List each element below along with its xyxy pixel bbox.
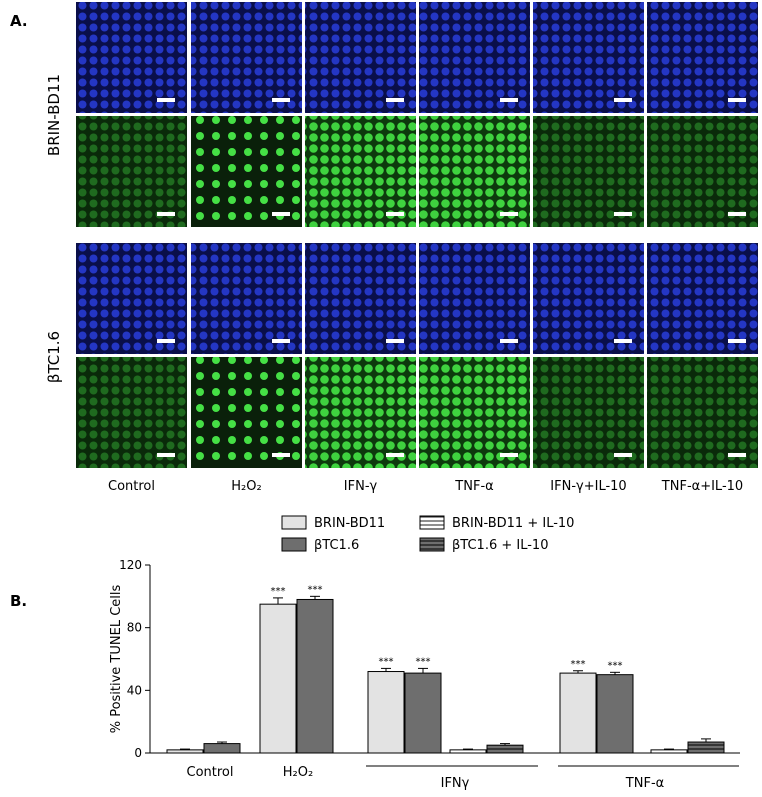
scale-bar	[157, 212, 175, 216]
bar	[296, 598, 334, 754]
bar	[367, 671, 405, 754]
scale-bar	[386, 98, 404, 102]
row-label: βTC1.6	[45, 331, 63, 383]
legend-label: BRIN-BD11 + IL-10	[452, 516, 574, 531]
significance: ***	[571, 659, 586, 670]
micrograph	[419, 2, 530, 113]
column-label: Control	[108, 479, 155, 494]
scale-bar	[157, 453, 175, 457]
micrographs: BRIN-BD11 βTC1.6 Control H₂O₂ IFN-γ TNF-α IFN-…	[45, 2, 758, 494]
micrograph	[191, 2, 302, 113]
y-tick-label: 40	[127, 683, 142, 697]
legend-label: βTC1.6	[314, 538, 359, 553]
bar	[404, 672, 442, 754]
scale-bar	[272, 212, 290, 216]
column-label: TNF-α	[454, 479, 493, 494]
scale-bar	[614, 98, 632, 102]
micrograph	[533, 2, 644, 113]
y-axis-label: % Positive TUNEL Cells	[109, 584, 124, 733]
column-label: IFN-γ+IL-10	[550, 479, 626, 494]
bar	[166, 749, 204, 754]
bar	[687, 741, 725, 754]
scale-bar	[157, 339, 175, 343]
micrograph	[647, 243, 758, 354]
x-tick-label: H₂O₂	[283, 765, 313, 780]
micrograph	[191, 116, 302, 227]
micrograph	[191, 243, 302, 354]
significance: ***	[379, 656, 394, 667]
x-tick-label: TNF-α	[625, 776, 664, 791]
legend-label: βTC1.6 + IL-10	[452, 538, 548, 553]
micrograph	[76, 357, 187, 468]
column-label: TNF-α+IL-10	[661, 479, 743, 494]
micrograph	[533, 116, 644, 227]
micrograph	[76, 243, 187, 354]
scale-bar	[386, 212, 404, 216]
bar	[203, 743, 241, 754]
scale-bar	[272, 98, 290, 102]
scale-bar	[614, 453, 632, 457]
scale-bar	[272, 339, 290, 343]
micrograph	[419, 116, 530, 227]
scale-bar	[272, 453, 290, 457]
scale-bar	[500, 339, 518, 343]
y-tick-label: 80	[127, 621, 142, 635]
micrograph	[419, 243, 530, 354]
scale-bar	[728, 98, 746, 102]
bar	[486, 744, 524, 754]
significance: ***	[416, 656, 431, 667]
significance: ***	[608, 660, 623, 671]
micrograph	[533, 357, 644, 468]
panel-label: B.	[10, 592, 27, 610]
column-label: H₂O₂	[231, 479, 261, 494]
legend-swatch	[419, 515, 445, 530]
x-tick-label: IFNγ	[441, 776, 470, 791]
micrograph	[533, 243, 644, 354]
micrograph	[647, 2, 758, 113]
scale-bar	[500, 98, 518, 102]
scale-bar	[386, 339, 404, 343]
scale-bar	[728, 453, 746, 457]
micrograph	[76, 2, 187, 113]
scale-bar	[614, 339, 632, 343]
micrograph	[305, 357, 416, 468]
y-tick-label: 0	[134, 746, 142, 760]
y-tick-label: 120	[119, 558, 142, 572]
legend-swatch	[419, 537, 445, 552]
scale-bar	[157, 98, 175, 102]
bar	[596, 674, 634, 754]
row-label: BRIN-BD11	[45, 74, 63, 156]
micrograph	[76, 116, 187, 227]
micrograph	[191, 357, 302, 468]
bar	[259, 603, 297, 754]
legend-swatch	[281, 537, 307, 552]
micrograph	[647, 116, 758, 227]
bar	[559, 672, 597, 754]
scale-bar	[614, 212, 632, 216]
bar	[650, 749, 688, 754]
scale-bar	[728, 339, 746, 343]
panel-label: A.	[10, 12, 28, 30]
micrograph	[419, 357, 530, 468]
scale-bar	[500, 453, 518, 457]
scale-bar	[500, 212, 518, 216]
bar-chart: 0 40 80 120 % Positive TUNEL Cells *** *** *** B…	[109, 515, 740, 791]
scale-bar	[386, 453, 404, 457]
scale-bar	[728, 212, 746, 216]
column-label: IFN-γ	[344, 479, 378, 494]
x-tick-label: Control	[187, 765, 234, 780]
significance: ***	[271, 586, 286, 597]
legend-swatch	[281, 515, 307, 530]
micrograph	[305, 243, 416, 354]
legend-label: BRIN-BD11	[314, 516, 385, 531]
micrograph	[647, 357, 758, 468]
micrograph	[305, 116, 416, 227]
bar	[449, 749, 487, 754]
significance: ***	[308, 584, 323, 595]
micrograph	[305, 2, 416, 113]
